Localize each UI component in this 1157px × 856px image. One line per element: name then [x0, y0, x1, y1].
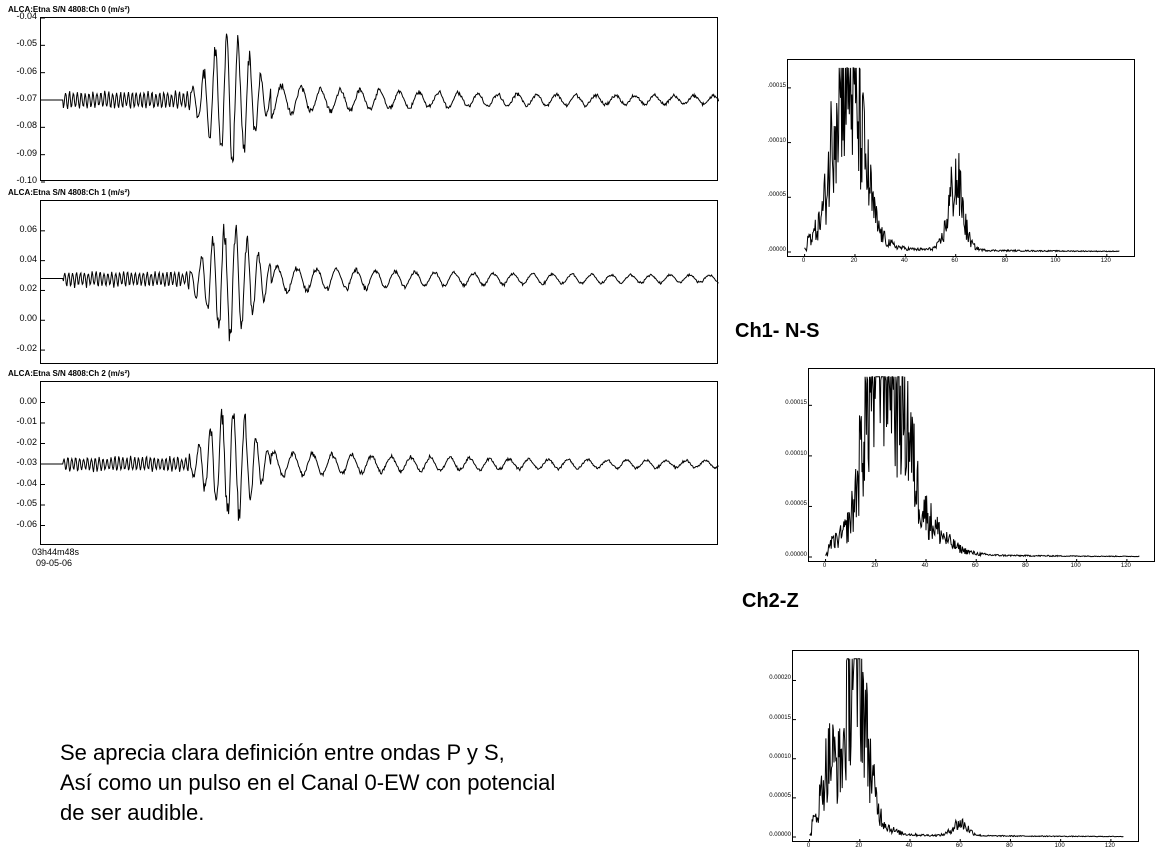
tick-label: 0.00 — [19, 313, 37, 324]
tick-label: -0.07 — [16, 93, 37, 103]
spectrum-trace — [825, 376, 1140, 558]
tick-label: -0.09 — [16, 147, 37, 158]
tick-label: 0.04 — [19, 253, 37, 264]
tick-label: 0 — [801, 258, 806, 264]
seismogram-plot — [41, 223, 719, 351]
tick-label: -0.02 — [16, 343, 37, 354]
tick-label: -0.05 — [16, 498, 37, 508]
spectrum-ch1 — [808, 368, 1155, 562]
note-line: Se aprecia clara definición entre ondas … — [60, 740, 505, 765]
tick-label: 40 — [921, 563, 929, 569]
tick-label: -0.04 — [16, 477, 37, 488]
note-line: de ser audible. — [60, 800, 205, 825]
tick-label: 0.00005 — [785, 501, 807, 508]
tick-label: 40 — [905, 843, 913, 849]
seismogram-title: ALCA:Etna S/N 4808:Ch 2 (m/s²) — [8, 369, 130, 378]
tick-label: .00005 — [767, 192, 786, 199]
tick-label: 40 — [900, 258, 908, 264]
channel-label-ch1: Ch1- N-S — [735, 320, 820, 342]
tick-label: 0.00000 — [785, 552, 807, 558]
tick-label: 100 — [1070, 563, 1081, 569]
seismogram-trace — [41, 408, 719, 521]
tick-label: 120 — [1104, 843, 1115, 849]
tick-label: .00010 — [767, 137, 786, 144]
tick-label: -0.06 — [16, 65, 37, 76]
tick-label: 60 — [971, 563, 979, 569]
tick-label: -0.03 — [16, 457, 37, 467]
note-line: Así como un pulso en el Canal 0-EW con p… — [60, 770, 556, 795]
spectrum-plot — [809, 376, 1140, 562]
seismogram-trace — [41, 223, 719, 342]
start-time-label: 03h44m48s — [32, 547, 80, 557]
tick-label: .00000 — [767, 247, 786, 253]
spectrum-plot — [788, 67, 1120, 257]
tick-label: -0.04 — [16, 11, 37, 21]
tick-label: 120 — [1100, 258, 1111, 264]
tick-label: 0.00000 — [769, 832, 791, 838]
tick-label: 80 — [1001, 258, 1009, 264]
tick-label: 0.00020 — [769, 675, 791, 682]
tick-label: 0.02 — [19, 283, 37, 294]
seismogram-plot — [41, 402, 719, 526]
seismogram-plot — [41, 17, 720, 183]
tick-label: 120 — [1120, 563, 1131, 569]
spectrum-trace — [804, 67, 1120, 253]
spectrum-trace — [809, 658, 1124, 838]
observation-note: Se aprecia clara definición entre ondas … — [60, 738, 740, 828]
tick-label: 60 — [951, 258, 959, 264]
tick-label: 0.00015 — [769, 714, 791, 721]
tick-label: -0.06 — [16, 518, 37, 529]
tick-label: 20 — [850, 258, 858, 264]
tick-label: 0.00015 — [785, 400, 807, 407]
plot-frame — [40, 17, 720, 183]
tick-label: -0.10 — [16, 175, 37, 185]
tick-label: -0.05 — [16, 38, 37, 49]
tick-label: 0.06 — [19, 223, 37, 234]
tick-label: 0.00010 — [769, 753, 791, 760]
tick-label: 20 — [855, 843, 863, 849]
seismogram-title: ALCA:Etna S/N 4808:Ch 1 (m/s²) — [8, 188, 130, 197]
tick-label: .00015 — [767, 82, 786, 89]
tick-label: 100 — [1050, 258, 1061, 264]
tick-label: -0.08 — [16, 120, 37, 131]
plot-frame — [40, 381, 719, 545]
seismogram-title: ALCA:Etna S/N 4808:Ch 0 (m/s²) — [8, 5, 130, 14]
tick-label: 80 — [1022, 563, 1029, 569]
spectrum-ch2 — [792, 650, 1139, 842]
tick-label: 60 — [955, 843, 963, 849]
tick-label: 0 — [822, 563, 827, 569]
tick-label: 0 — [806, 843, 811, 849]
spectrum-plot — [793, 658, 1124, 842]
tick-label: 0.00005 — [769, 792, 791, 799]
spectrum-ch0 — [787, 59, 1135, 257]
tick-label: 20 — [871, 563, 879, 569]
plot-frame — [40, 200, 719, 364]
seismogram-trace — [41, 33, 720, 164]
tick-label: -0.02 — [16, 436, 37, 447]
tick-label: 100 — [1054, 843, 1065, 849]
tick-label: 0.00010 — [785, 450, 807, 457]
tick-label: -0.01 — [16, 416, 37, 426]
tick-label: 80 — [1006, 843, 1013, 849]
channel-label-ch2: Ch2-Z — [742, 590, 799, 612]
start-date-label: 09-05-06 — [36, 558, 73, 568]
tick-label: 0.00 — [19, 395, 37, 406]
